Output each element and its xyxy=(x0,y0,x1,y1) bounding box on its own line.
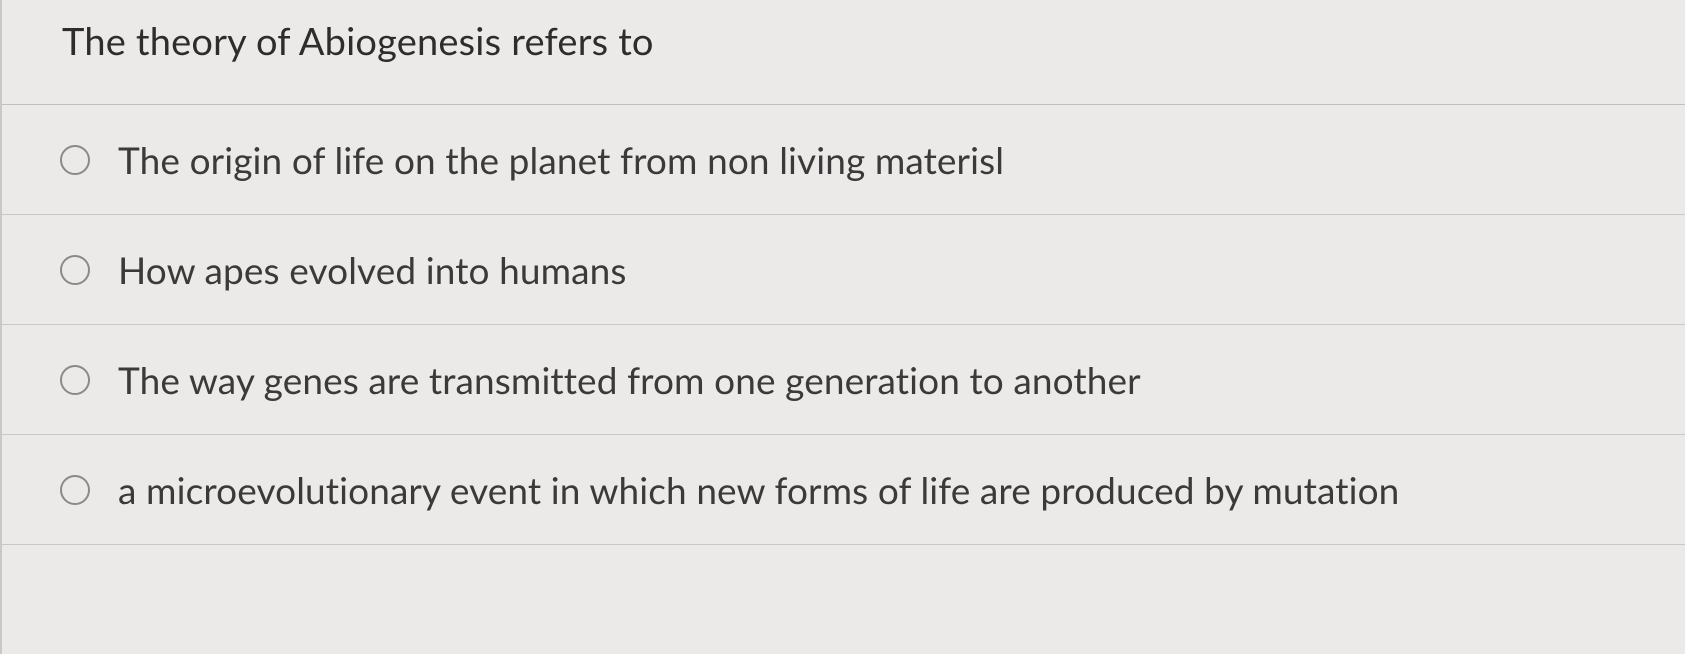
option-label: The way genes are transmitted from one g… xyxy=(118,357,1141,402)
question-prompt-block: The theory of Abiogenesis refers to xyxy=(2,0,1685,105)
option-label: The origin of life on the planet from no… xyxy=(118,137,1004,182)
option-row[interactable]: The way genes are transmitted from one g… xyxy=(2,325,1685,435)
radio-button[interactable] xyxy=(60,145,90,175)
option-row[interactable]: a microevolutionary event in which new f… xyxy=(2,435,1685,545)
option-row[interactable]: How apes evolved into humans xyxy=(2,215,1685,325)
options-list: The origin of life on the planet from no… xyxy=(2,105,1685,545)
option-row[interactable]: The origin of life on the planet from no… xyxy=(2,105,1685,215)
option-label: a microevolutionary event in which new f… xyxy=(118,467,1399,512)
radio-button[interactable] xyxy=(60,365,90,395)
option-label: How apes evolved into humans xyxy=(118,247,626,292)
question-prompt: The theory of Abiogenesis refers to xyxy=(62,18,1685,64)
radio-button[interactable] xyxy=(60,255,90,285)
quiz-container: The theory of Abiogenesis refers to The … xyxy=(0,0,1685,654)
radio-button[interactable] xyxy=(60,475,90,505)
